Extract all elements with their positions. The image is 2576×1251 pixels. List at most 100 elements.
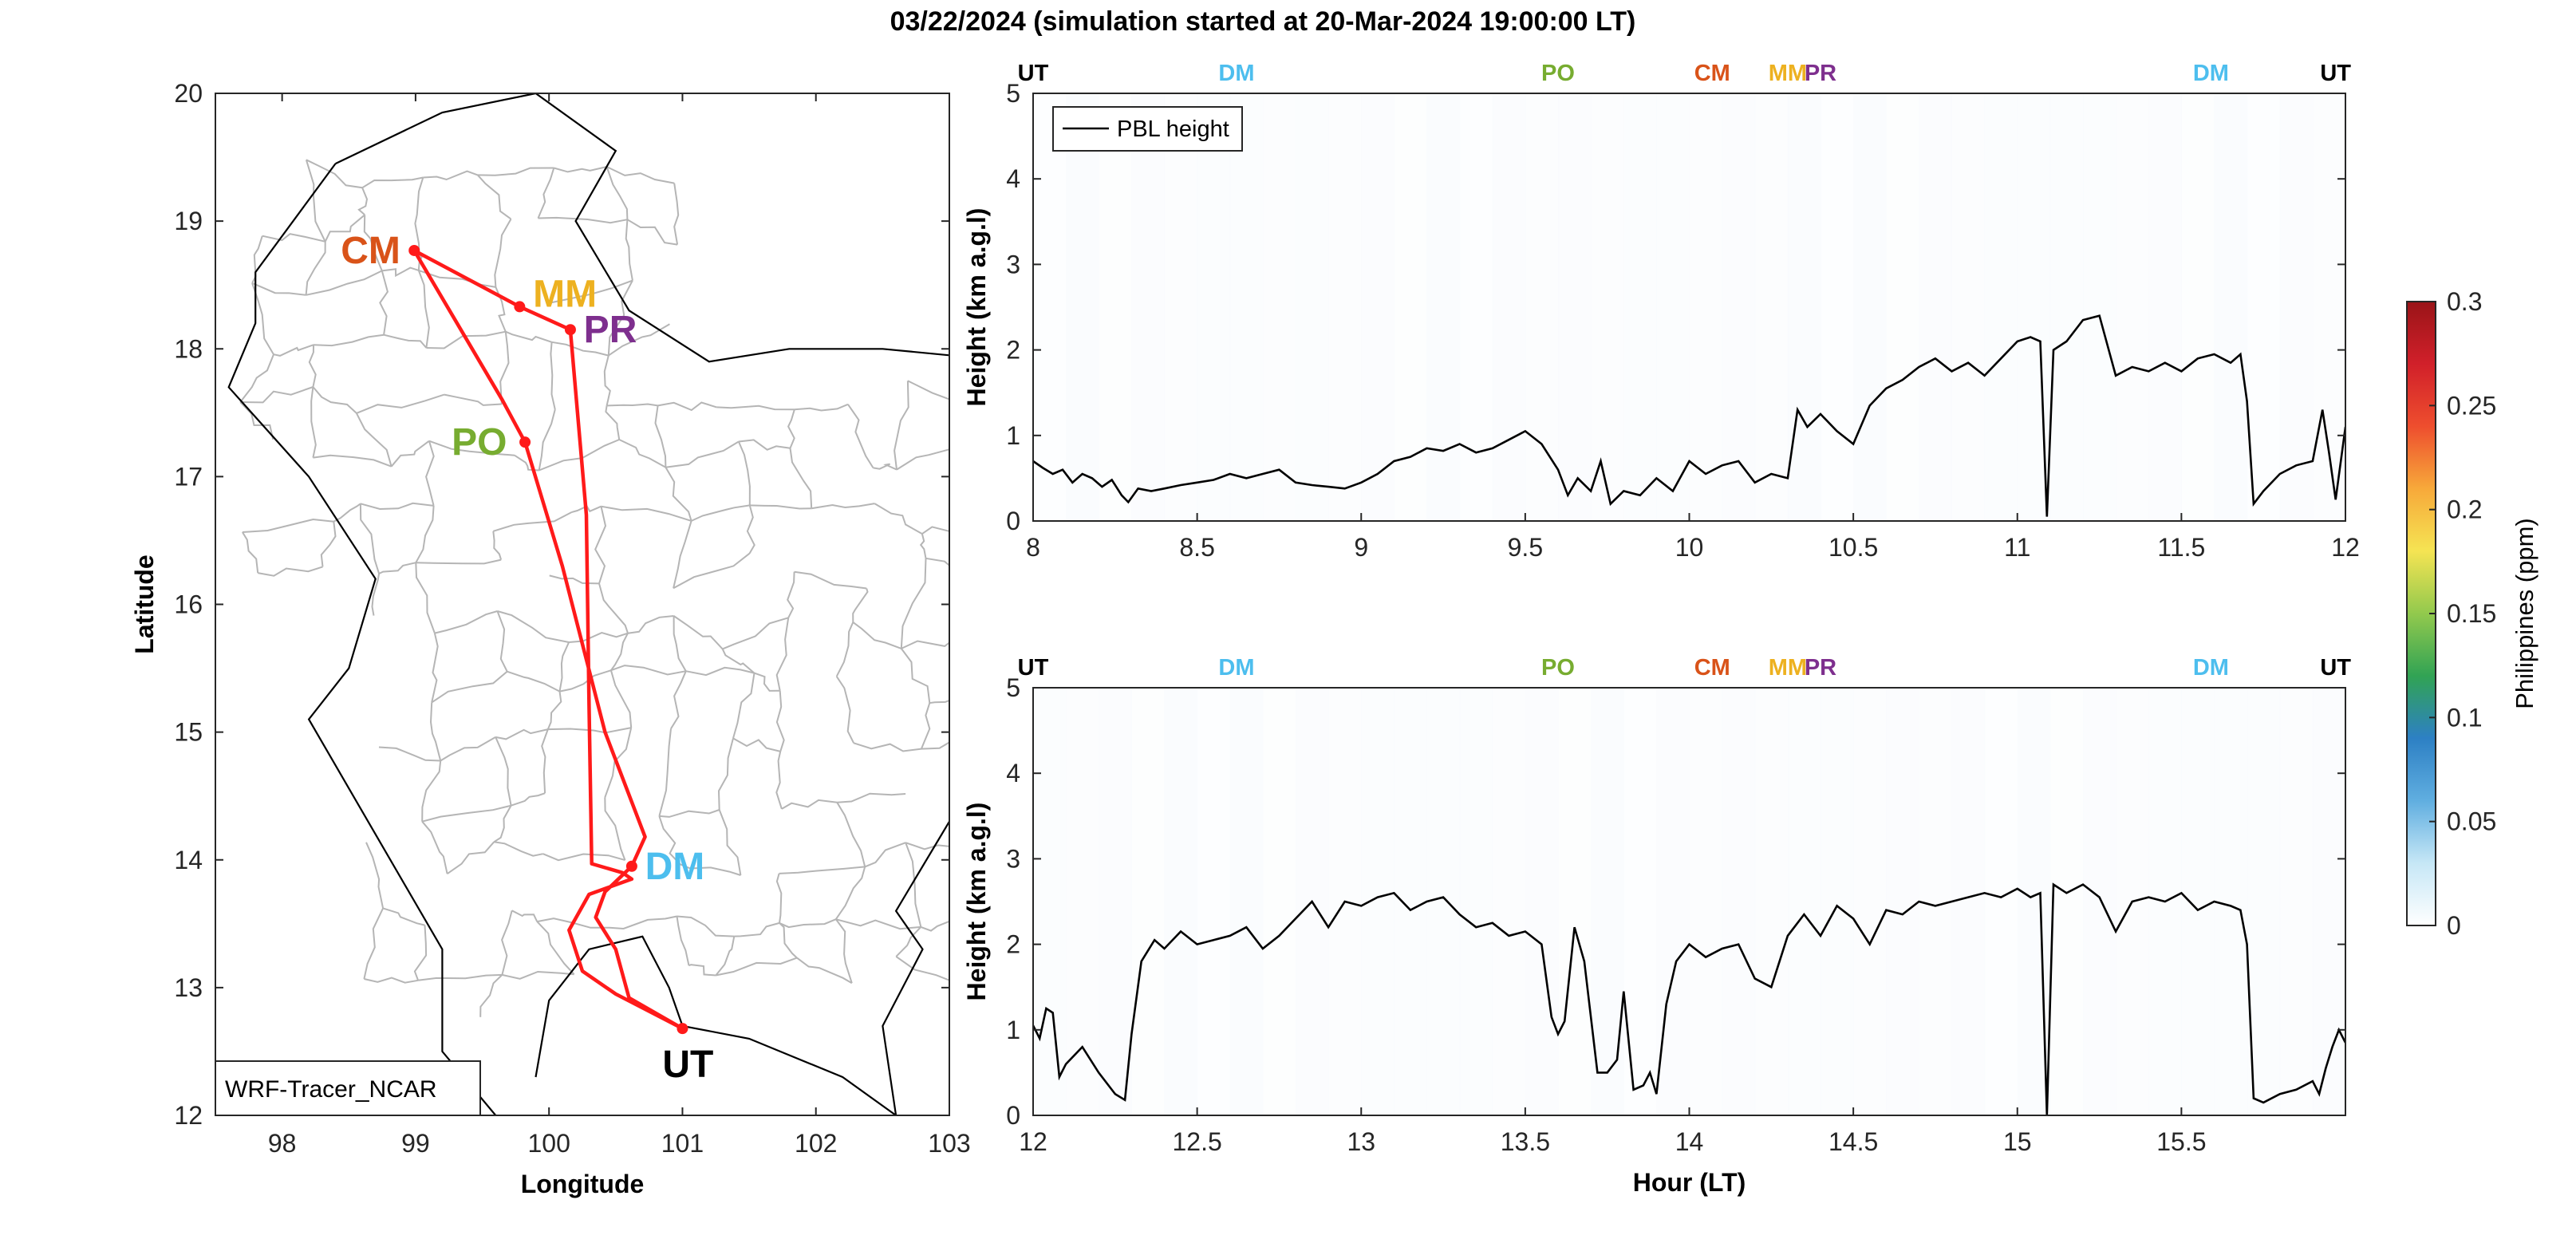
province-boundary <box>673 520 692 589</box>
station-marker-cm: CM <box>1694 61 1730 86</box>
province-boundary <box>421 821 448 874</box>
province-boundary <box>688 964 716 977</box>
province-boundary <box>673 183 680 245</box>
province-boundary <box>551 341 609 357</box>
province-boundary <box>716 405 795 411</box>
province-boundary <box>605 405 621 440</box>
province-boundary <box>414 177 424 245</box>
province-boundary <box>717 738 734 811</box>
province-boundary <box>609 915 677 930</box>
station-marker-cm: CM <box>1694 655 1730 681</box>
bottom-y-ticks: 0 1 2 3 4 5 <box>1006 673 2345 1130</box>
province-boundary <box>919 533 927 558</box>
tracer-shade-column <box>1722 93 1756 521</box>
map-x-tick-label: 103 <box>928 1129 970 1158</box>
map-x-tick-label: 98 <box>268 1129 297 1158</box>
x-tick-label: 15.5 <box>2156 1127 2206 1156</box>
province-boundary <box>618 439 666 468</box>
province-boundary <box>972 522 1030 530</box>
x-tick-label: 8 <box>1026 533 1040 562</box>
province-boundary <box>680 863 741 876</box>
province-boundary <box>501 910 513 976</box>
station-label-mm: MM <box>533 273 597 315</box>
tracer-shade-column <box>1492 688 1526 1115</box>
tracer-shade-column <box>1689 688 1723 1115</box>
province-boundary <box>787 571 795 618</box>
map-x-axis-label: Longitude <box>521 1170 645 1198</box>
province-boundary <box>313 454 392 468</box>
station-marker-dm: DM <box>1218 61 1254 86</box>
station-marker-dm: DM <box>2193 655 2229 681</box>
province-boundary <box>738 439 791 451</box>
province-boundary <box>965 637 983 700</box>
bottom-x-axis-label: Hour (LT) <box>1633 1168 1746 1197</box>
tracer-shade-column <box>1722 688 1756 1115</box>
province-boundary <box>444 393 502 406</box>
y-tick-label: 3 <box>1006 844 1020 873</box>
province-boundary <box>604 797 626 861</box>
province-boundary <box>324 214 365 243</box>
province-boundary <box>493 511 572 532</box>
bottom-tracer-shading <box>1033 688 2346 1115</box>
top-tracer-shading <box>1033 93 2346 521</box>
colorbar-ticks: 0 0.05 0.1 0.15 0.2 0.25 0.3 <box>2429 287 2496 940</box>
station-marker-dm: DM <box>2193 61 2229 86</box>
province-boundary <box>718 809 742 876</box>
map-y-axis-label: Latitude <box>130 554 159 653</box>
province-boundary <box>775 618 790 691</box>
x-tick-label: 15 <box>2003 1127 2032 1156</box>
province-boundary <box>864 842 906 868</box>
province-boundary <box>502 970 574 980</box>
tracer-shade-column <box>1919 688 1952 1115</box>
station-marker-ut: UT <box>2320 61 2351 86</box>
map-x-tick-label: 100 <box>527 1129 570 1158</box>
province-boundary <box>995 730 1031 755</box>
province-boundary <box>852 622 902 649</box>
colorbar-label: Philippines (ppm) <box>2511 518 2539 709</box>
map-y-tick-label: 17 <box>174 462 203 491</box>
province-boundary <box>546 691 562 730</box>
province-boundary <box>273 344 314 357</box>
province-boundary <box>732 673 755 739</box>
map-x-tick-label: 101 <box>661 1129 704 1158</box>
province-boundary <box>242 518 334 533</box>
province-boundary <box>920 702 931 749</box>
province-boundary <box>781 799 838 810</box>
colorbar-tick-label: 0.15 <box>2447 599 2496 628</box>
province-boundary <box>494 219 512 287</box>
coastline <box>535 935 897 1115</box>
tracer-shade-column <box>1361 688 1395 1115</box>
tracer-shade-column <box>1525 93 1559 521</box>
province-boundary <box>627 615 674 634</box>
station-marker-po: PO <box>1541 655 1575 681</box>
province-boundary <box>658 815 681 865</box>
province-boundary <box>853 742 922 752</box>
tracer-shade-column <box>1951 93 1986 521</box>
province-boundary <box>732 737 781 752</box>
province-boundary <box>779 918 837 929</box>
province-boundary <box>601 505 692 522</box>
province-boundary <box>493 805 512 843</box>
tracer-shade-column <box>2279 688 2314 1115</box>
route-line <box>412 248 684 1031</box>
province-boundary <box>775 873 783 924</box>
tracer-shade-column <box>2279 93 2314 521</box>
province-boundary <box>837 792 906 803</box>
y-tick-label: 2 <box>1006 336 1020 365</box>
bottom-x-ticks: 12 12.5 13 13.5 14 14.5 15 15.5 <box>1019 1107 2207 1156</box>
tracer-shade-column <box>1984 688 2018 1115</box>
province-boundary <box>360 502 434 511</box>
tracer-shade-column <box>1656 93 1690 521</box>
province-boundary <box>413 925 428 981</box>
tracer-shade-column <box>1099 688 1132 1115</box>
province-boundary <box>505 330 552 343</box>
province-boundary <box>312 386 357 414</box>
province-boundary <box>371 573 381 616</box>
province-boundary <box>364 977 419 984</box>
province-boundary <box>779 922 798 959</box>
province-boundary <box>356 393 445 414</box>
province-boundary <box>610 665 686 676</box>
province-boundary <box>836 802 866 867</box>
province-boundary <box>333 503 361 523</box>
map-y-tick-label: 19 <box>174 207 203 235</box>
